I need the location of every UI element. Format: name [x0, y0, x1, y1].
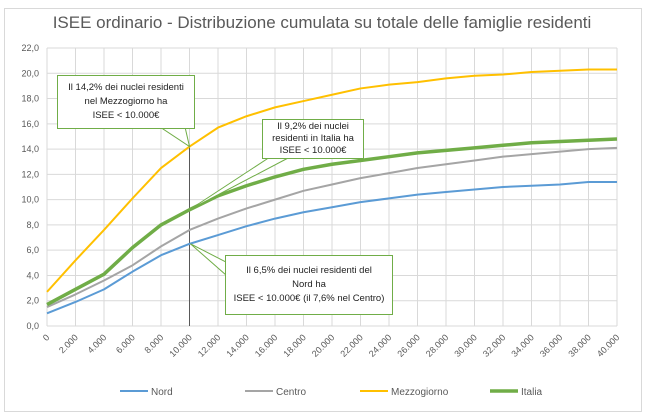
legend-label-italia: Italia [521, 387, 543, 398]
callout-italia: Il 9,2% dei nuclei residenti in Italia h… [262, 119, 364, 159]
series-lines [46, 68, 618, 315]
x-tick-label: 8.000 [142, 332, 165, 355]
x-tick-label: 18.000 [281, 332, 308, 359]
callout-line: nel Mezzogiorno ha [84, 96, 168, 107]
pointer-mezzogiorno [158, 126, 191, 148]
legend-label-mezzogiorno: Mezzogiorno [391, 387, 449, 398]
x-tick-label: 28.000 [424, 332, 451, 359]
y-tick-label: 22,0 [21, 43, 39, 53]
callout-line: residenti in Italia ha [272, 133, 354, 144]
callout-line: Il 6,5% dei nuclei residenti del [246, 265, 372, 276]
callout-line: Nord ha [292, 279, 326, 290]
x-tick-label: 30.000 [452, 332, 479, 359]
callout-line: Il 9,2% dei nuclei [277, 121, 349, 132]
y-tick-label: 18,0 [21, 94, 39, 104]
series-line-centro [46, 146, 618, 308]
callout-line: ISEE < 10.000€ [279, 145, 347, 156]
callout-line: ISEE < 10.000€ [92, 110, 160, 121]
y-tick-label: 2,0 [26, 296, 39, 306]
legend-label-nord: Nord [151, 387, 173, 398]
x-tick-label: 12.000 [196, 332, 223, 359]
y-tick-label: 6,0 [26, 245, 39, 255]
x-tick-label: 2.000 [57, 332, 80, 355]
x-tick-label: 22.000 [338, 332, 365, 359]
callout-nord: Il 6,5% dei nuclei residenti del Nord ha… [225, 255, 393, 315]
x-tick-label: 36.000 [538, 332, 565, 359]
y-tick-label: 14,0 [21, 144, 39, 154]
x-tick-label: 26.000 [395, 332, 422, 359]
x-tick-label: 34.000 [509, 332, 536, 359]
x-tick-label: 40.000 [595, 332, 622, 359]
y-tick-label: 4,0 [26, 270, 39, 280]
x-tick-label: 24.000 [367, 332, 394, 359]
y-axis-ticks: 0,0 2,0 4,0 6,0 8,0 10,0 12,0 14,0 16,0 18,0 20,0 2… [21, 43, 39, 331]
y-tick-label: 8,0 [26, 220, 39, 230]
x-tick-label: 14.000 [224, 332, 251, 359]
legend-label-centro: Centro [276, 387, 306, 398]
x-tick-label: 38.000 [566, 332, 593, 359]
y-tick-label: 16,0 [21, 119, 39, 129]
y-tick-label: 12,0 [21, 169, 39, 179]
legend: Nord Centro Mezzogiorno Italia [120, 387, 543, 398]
x-tick-label: 6.000 [114, 332, 137, 355]
x-axis-ticks: 0 2.000 4.000 6.000 8.000 10.000 12.000 14.000 1… [41, 332, 622, 359]
series-line-nord [46, 180, 617, 315]
callout-mezzogiorno: Il 14,2% dei nuclei residenti nel Mezzog… [57, 75, 195, 129]
y-tick-label: 10,0 [21, 195, 39, 205]
series-line-italia [46, 137, 618, 307]
pointer-nord [190, 243, 227, 277]
series-line-mezzogiorno [46, 68, 617, 293]
y-tick-label: 0,0 [26, 321, 39, 331]
x-tick-label: 10.000 [167, 332, 194, 359]
y-tick-label: 20,0 [21, 68, 39, 78]
x-tick-label: 0 [41, 332, 52, 343]
x-tick-label: 16.000 [253, 332, 280, 359]
x-tick-label: 20.000 [310, 332, 337, 359]
callout-line: ISEE < 10.000€ (il 7,6% nel Centro) [233, 293, 385, 304]
chart-title: ISEE ordinario - Distribuzione cumulata … [53, 13, 592, 32]
callout-line: Il 14,2% dei nuclei residenti [68, 82, 184, 93]
x-tick-label: 4.000 [85, 332, 108, 355]
x-tick-label: 32.000 [481, 332, 508, 359]
